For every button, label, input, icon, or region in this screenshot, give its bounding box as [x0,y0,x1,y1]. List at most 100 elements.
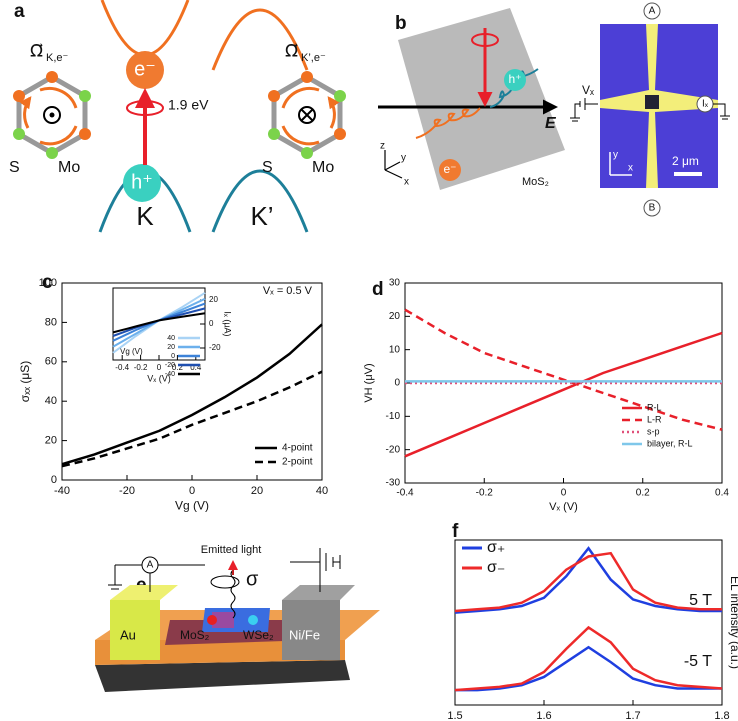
panel-label: f [452,521,459,542]
panel-label: a [14,1,25,22]
conduction-band [211,8,309,71]
x-tick-label: 0 [189,485,195,497]
y-tick-label: 20 [45,435,57,447]
legend-label: σ₊ [487,539,505,556]
contact-label: Ni/Fe [289,627,320,642]
orbit-arrows [25,88,78,146]
x-axis-label: Vₓ (V) [549,501,578,513]
atoms [13,71,91,159]
nife-contact [282,600,340,660]
data-line [454,551,722,613]
y-axis-label: EL intensity (a.u.) [728,576,738,669]
x-tick-label: -0.4 [115,363,129,372]
circuit-right [290,548,321,592]
overlap [212,612,234,628]
annotation: 5 T [689,592,712,609]
legend-label: s-p [647,426,660,436]
annotation: -5 T [684,653,712,670]
data-line [61,370,323,468]
y-tick-label: 0 [394,378,400,389]
data-line [404,308,723,431]
orbit-arrows [281,88,334,146]
out-symbol [43,106,61,124]
annotation: Vₓ = 0.5 V [263,285,313,297]
axis-label: z [380,141,385,152]
probe-label: B [649,203,656,214]
probe-label: A [649,6,656,17]
hole-dot [248,615,258,625]
conduction-band [100,0,190,57]
y-tick-label: 20 [389,311,401,322]
omega-subscript: K’,e⁻ [301,52,326,64]
photon [230,569,236,619]
legend-label: 4-point [282,443,313,454]
electron-path [415,107,481,139]
scale-axis-label: y [613,150,618,161]
x-tick-label: 0 [561,488,567,499]
in-symbol [298,106,316,124]
material-label: MoS₂ [522,176,549,188]
omega-symbol: Ω⃗ [30,41,43,60]
x-tick-label: 0.2 [172,363,184,372]
x-tick-label: 0.4 [715,488,729,499]
valence-band [211,169,309,233]
x-tick-label: -40 [54,485,70,497]
legend-label: -40 [165,371,175,378]
plot-frame [404,282,723,484]
battery [325,553,341,571]
electron [439,159,461,181]
contact-label: Au [120,627,136,642]
probe [643,2,661,20]
axis-label: y [401,153,406,164]
substrate [95,660,350,692]
axis-label: x [404,177,409,188]
legend-label: 20 [167,344,175,351]
y-tick-label: -20 [209,343,221,352]
y-tick-label: 40 [45,395,57,407]
chart: -0.4 -0.2 0 0.2 0.4 -30 -20 -10 0 10 20 30 Vₓ (V) VH … [363,278,729,513]
flake [645,95,659,109]
scale-axis-label: x [628,163,633,174]
y-tick-label: 0 [209,319,214,328]
atom-label: Mo [58,159,80,176]
x-axis-label: Vₓ (V) [147,374,170,384]
plot-frame [454,539,723,706]
scale-label: 2 μm [672,154,699,168]
valley-label: K [136,201,154,231]
data-line [61,323,323,466]
panel-a: a Ω⃗ K,e⁻ S Mo e⁻ h⁺ 1.9 eV K K’ Ω⃗ K’,e… [9,0,346,233]
axes [384,150,403,179]
in-cross [300,108,314,122]
y-tick-label: 10 [389,344,401,355]
hole-label: h⁺ [131,171,153,193]
light-label: Emitted light [201,544,262,556]
legend-label: 2-point [282,457,313,468]
atom-label: S [262,159,273,176]
y-tick-label: 30 [389,278,401,289]
nife-top [282,585,355,600]
mos2-layer [165,620,315,645]
x-axis-label: Vg (V) [175,499,209,513]
y-axis-label: Iₓ (μA) [223,311,233,336]
x-tick-label: 1.7 [625,710,640,721]
probe [643,199,661,217]
panel-b: b z y x E e⁻ h⁺ MoS₂ A B Vₓ Iₓ y x 2 μm [378,2,730,217]
vx-label: Vₓ [582,83,594,97]
polarization-ring [210,575,240,589]
field-label: E [545,115,557,132]
hole-label: h⁺ [508,72,521,86]
x-tick-label: 1.6 [536,710,551,721]
panel-label: b [395,13,407,34]
omega-subscript: K,e⁻ [46,52,69,64]
scale-axes [609,152,632,176]
y-tick-label: 100 [39,277,57,289]
x-tick-label: -0.2 [476,488,494,499]
legend-label: 0 [171,353,175,360]
sigma-label: σ [246,568,259,590]
x-tick-label: 40 [316,485,328,497]
layer-label: MoS₂ [180,628,210,642]
x-tick-label: -0.2 [134,363,148,372]
x-tick-label: 0 [157,363,162,372]
